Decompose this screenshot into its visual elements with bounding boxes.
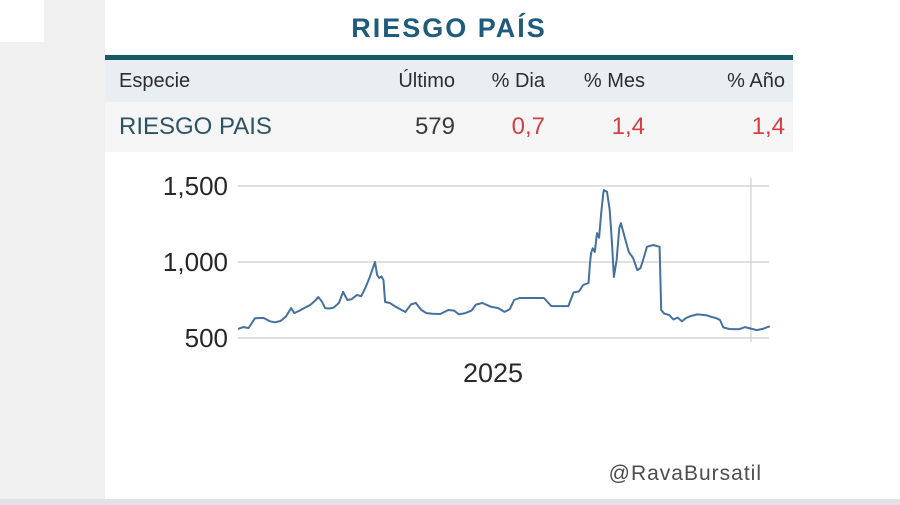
column-header-ano: % Año (727, 69, 785, 92)
bottom-strip (0, 499, 900, 505)
cell-pct-dia: 0,7 (511, 113, 545, 140)
column-header-mes: % Mes (583, 69, 645, 92)
chart-plot-area (238, 178, 770, 342)
title-divider (105, 55, 793, 60)
page-background-left (0, 0, 105, 505)
y-axis-tick-1000: 1,000 (162, 247, 228, 277)
column-header-dia: % Dia (491, 69, 545, 92)
table-header: Especie Último % Dia % Mes % Año (105, 60, 793, 102)
cell-pct-ano: 1,4 (751, 113, 785, 140)
line-chart: 1,500 1,000 500 2025 (105, 160, 793, 400)
riesgo-pais-card: RIESGO PAÍS Especie Último % Dia % Mes %… (105, 0, 793, 499)
page-title: RIESGO PAÍS (351, 13, 547, 43)
x-axis-label: 2025 (462, 358, 524, 388)
riesgo-pais-series-line (238, 189, 770, 332)
y-axis-tick-500: 500 (184, 323, 228, 353)
cell-ultimo: 579 (414, 113, 455, 140)
table-row: RIESGO PAIS 579 0,7 1,4 1,4 (105, 102, 793, 152)
cell-pct-mes: 1,4 (611, 113, 645, 140)
y-axis-tick-1500: 1,500 (162, 171, 228, 201)
column-header-ultimo: Último (398, 69, 455, 92)
column-header-especie: Especie (119, 69, 191, 92)
credit-handle: @RavaBursatil (608, 462, 762, 485)
cell-especie: RIESGO PAIS (119, 113, 272, 140)
page-corner (0, 0, 44, 42)
